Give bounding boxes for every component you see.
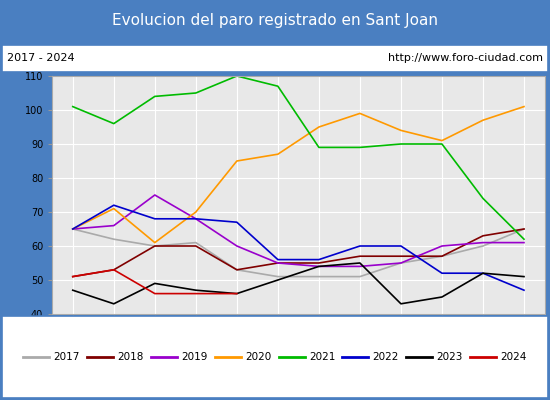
- Text: http://www.foro-ciudad.com: http://www.foro-ciudad.com: [388, 54, 543, 64]
- Text: 2017 - 2024: 2017 - 2024: [7, 54, 74, 64]
- Text: Evolucion del paro registrado en Sant Joan: Evolucion del paro registrado en Sant Jo…: [112, 14, 438, 28]
- Legend: 2017, 2018, 2019, 2020, 2021, 2022, 2023, 2024: 2017, 2018, 2019, 2020, 2021, 2022, 2023…: [19, 348, 531, 366]
